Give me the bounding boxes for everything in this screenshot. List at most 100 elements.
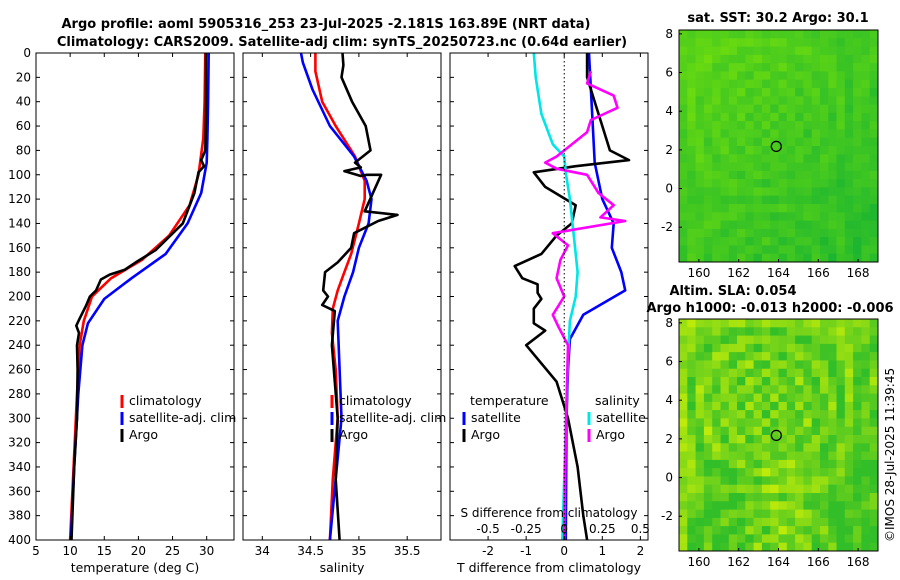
sst-map-cell: [820, 71, 829, 81]
sla-map-cell: [695, 526, 705, 535]
sla-map-cell: [820, 377, 829, 386]
sst-map-cell: [720, 187, 730, 197]
sla-map-cell: [803, 526, 813, 535]
sst-map-cell: [861, 170, 871, 180]
sst-map-cell: [745, 137, 754, 147]
legend-title-salinity: salinity: [595, 393, 640, 408]
sla-map-cell: [745, 418, 754, 428]
sla-map-cell: [720, 385, 730, 394]
sst-map-cell: [836, 112, 846, 122]
sst-map-cell: [761, 179, 771, 188]
sla-map-cell: [728, 526, 738, 535]
sst-map-cell: [844, 112, 854, 122]
sst-map-cell: [778, 187, 788, 197]
sst-map-cell: [844, 154, 854, 163]
sla-map-cell: [712, 426, 721, 436]
sla-map-cell: [728, 534, 738, 544]
sst-map-cell: [869, 54, 879, 64]
sst-map-cell: [728, 30, 738, 39]
sst-map-cell: [720, 63, 730, 72]
sla-map-cell: [853, 451, 862, 461]
sla-map-xtick-label: 168: [847, 555, 870, 569]
sla-map-cell: [695, 542, 705, 552]
sst-map-cell: [753, 96, 763, 105]
sst-map-cell: [869, 79, 879, 89]
sla-map-cell: [811, 484, 821, 494]
sla-map-cell: [786, 443, 796, 452]
legend-title-temperature: temperature: [470, 393, 549, 408]
sla-map-cell: [761, 377, 771, 386]
sla-map-cell: [753, 451, 763, 461]
sla-map-cell: [703, 385, 713, 394]
sla-map-cell: [770, 493, 779, 502]
sst-map-cell: [728, 96, 738, 105]
sla-map-cell: [761, 526, 771, 535]
sla-map-cell: [745, 335, 754, 345]
sst-map-cell: [687, 195, 696, 205]
sla-map-cell: [761, 468, 771, 477]
sla-map-cell: [712, 410, 721, 419]
sst-map-cell: [753, 237, 763, 246]
sla-map-cell: [803, 468, 813, 477]
sla-map-cell: [811, 352, 821, 361]
sla-map-cell: [737, 418, 746, 428]
sla-map-cell: [712, 468, 721, 477]
sst-map-cell: [720, 121, 730, 130]
sst-map-cell: [753, 88, 763, 97]
sla-map-cell: [770, 352, 779, 361]
sst-map-cell: [811, 112, 821, 122]
sst-map-cell: [703, 129, 713, 139]
temperature-ytick-label: 380: [8, 509, 31, 523]
sla-map-cell: [753, 459, 763, 469]
sla-map-cell: [861, 501, 871, 510]
sst-map-cell: [795, 179, 804, 188]
sla-map-cell: [720, 534, 730, 544]
sla-map-cell: [679, 526, 688, 535]
sst-map-cell: [728, 195, 738, 205]
sla-map-cell: [687, 484, 696, 494]
sla-map-cell: [844, 343, 854, 353]
sst-map-cell: [753, 63, 763, 72]
sla-map-cell: [679, 377, 688, 386]
difference-xtick-label: 2: [637, 544, 645, 558]
sst-map-cell: [861, 195, 871, 205]
sst-map-cell: [770, 146, 779, 155]
sst-map-cell: [761, 88, 771, 97]
sla-map-cell: [820, 368, 829, 378]
sst-map-cell: [761, 245, 771, 255]
sla-map-cell: [728, 410, 738, 419]
sst-map-cell: [745, 204, 754, 213]
sla-map-cell: [811, 377, 821, 386]
sst-map-cell: [861, 245, 871, 255]
sst-map-cell: [728, 63, 738, 72]
sst-map-cell: [679, 187, 688, 197]
sst-map-cell: [861, 71, 871, 81]
sla-map-cell: [828, 410, 837, 419]
sst-map-cell: [786, 245, 796, 255]
sla-map-cell: [803, 501, 813, 510]
sst-map-cell: [720, 195, 730, 205]
sla-map-cell: [745, 360, 754, 370]
sla-map-cell: [712, 501, 721, 510]
sla-map-cell: [761, 385, 771, 394]
sst-map-cell: [828, 137, 837, 147]
sla-map-cell: [869, 459, 879, 469]
sst-map-cell: [737, 137, 746, 147]
sst-map-cell: [761, 79, 771, 89]
sst-map-cell: [811, 30, 821, 39]
sla-map-cell: [737, 493, 746, 502]
sla-map-cell: [778, 451, 788, 461]
sst-map-cell: [820, 30, 829, 39]
sla-map-cell: [745, 443, 754, 452]
sst-map-cell: [728, 212, 738, 221]
sst-map-cell: [728, 220, 738, 230]
sla-map-cell: [861, 410, 871, 419]
sla-map-cell: [770, 360, 779, 370]
sla-map-cell: [770, 401, 779, 411]
sst-map-cell: [844, 104, 854, 114]
sla-map-cell: [728, 319, 738, 328]
sla-map-cell: [687, 517, 696, 527]
sst-map-cell: [869, 71, 879, 81]
sla-map-cell: [803, 352, 813, 361]
sst-map-cell: [786, 96, 796, 105]
